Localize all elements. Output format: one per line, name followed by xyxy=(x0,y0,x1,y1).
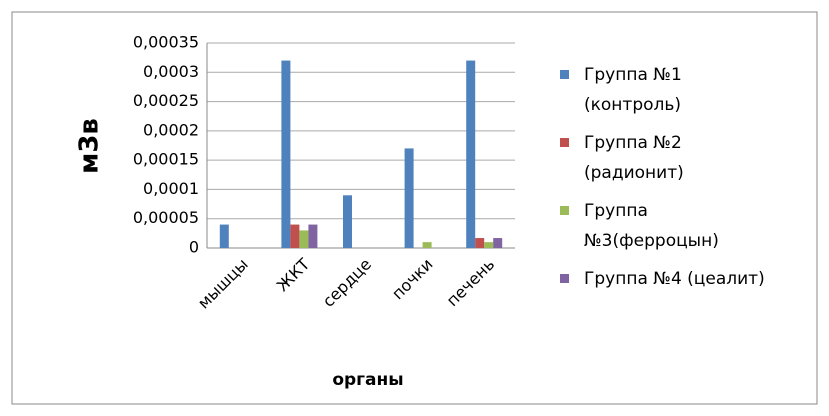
legend-swatch xyxy=(560,70,569,79)
y-tick-label: 0,00005 xyxy=(133,208,199,227)
legend-swatch xyxy=(560,206,569,215)
legend-swatch xyxy=(560,274,569,283)
x-tick-label: мышцы xyxy=(194,255,252,313)
legend-swatch xyxy=(560,138,569,147)
bar xyxy=(290,224,300,248)
y-tick-label: 0,0003 xyxy=(143,62,199,81)
x-tick-label: почки xyxy=(388,255,437,304)
legend: Группа №1 (контроль) Группа №2 (радионит)… xyxy=(560,60,824,302)
y-tick-label: 0,0001 xyxy=(143,179,199,198)
chart-border xyxy=(11,11,818,405)
bar xyxy=(299,230,309,248)
bar xyxy=(404,148,414,248)
y-tick-label: 0,0002 xyxy=(143,120,199,139)
legend-label: Группа №4 (цеалит) xyxy=(584,269,765,289)
x-tick-label: сердце xyxy=(319,255,375,311)
y-tick-label: 0,00025 xyxy=(133,91,199,110)
legend-item: Группа №3(ферроцын) xyxy=(560,196,744,256)
legend-label: Группа №2 (радионит) xyxy=(584,133,684,183)
x-tick-label: ЖКТ xyxy=(273,254,314,295)
bar xyxy=(484,242,494,248)
bar xyxy=(466,60,476,249)
bar xyxy=(493,238,503,248)
legend-item: Группа №4 (цеалит) xyxy=(560,264,824,294)
y-tick-label: 0 xyxy=(189,238,199,257)
legend-item: Группа №1 (контроль) xyxy=(560,60,724,120)
bar xyxy=(219,224,229,248)
y-tick-label: 0,00035 xyxy=(133,33,199,52)
y-tick-label: 0,00015 xyxy=(133,150,199,169)
legend-item: Группа №2 (радионит) xyxy=(560,128,724,188)
y-axis-title: м3в xyxy=(75,118,105,174)
legend-label: Группа №3(ферроцын) xyxy=(584,201,719,251)
bar xyxy=(475,238,485,248)
legend-label: Группа №1 (контроль) xyxy=(584,65,682,115)
bar xyxy=(422,242,432,248)
bar xyxy=(343,195,352,248)
bar xyxy=(281,60,291,249)
bar xyxy=(308,224,318,248)
x-tick-label: печень xyxy=(443,255,499,311)
x-axis-title: органы xyxy=(332,370,403,390)
